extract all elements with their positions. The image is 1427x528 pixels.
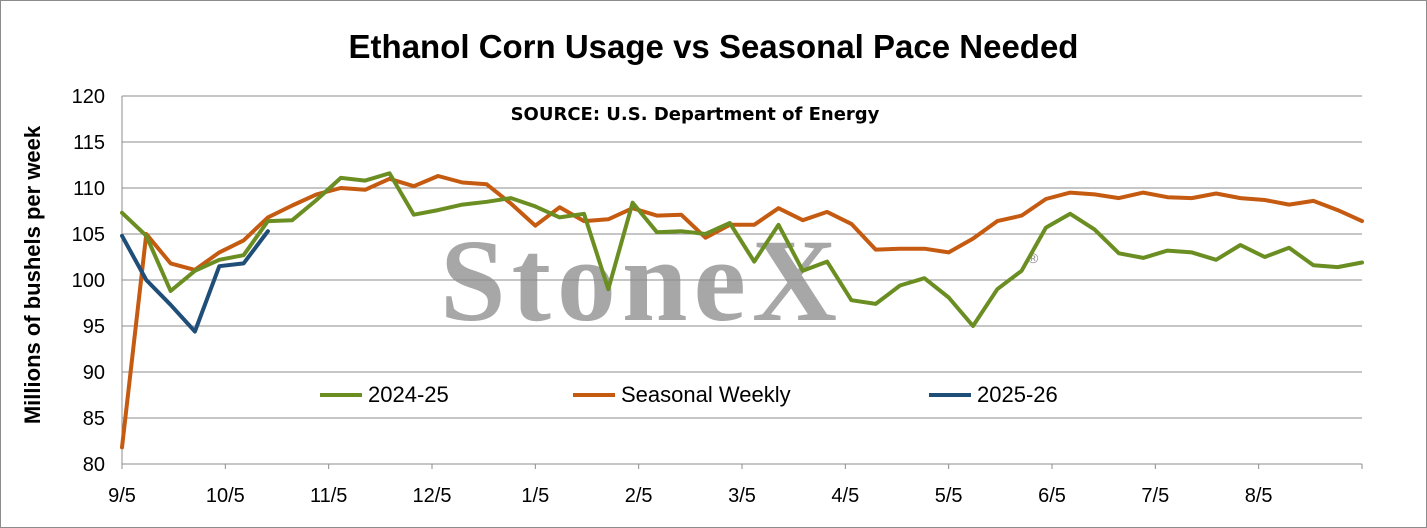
y-tick-label-120: 120 — [72, 86, 105, 108]
y-tick-label-100: 100 — [72, 270, 105, 292]
y-tick-label-95: 95 — [83, 316, 105, 338]
x-tick-label-10/5: 10/5 — [206, 485, 245, 507]
y-tick-label-105: 105 — [72, 224, 105, 246]
x-tick-label-8/5: 8/5 — [1245, 485, 1273, 507]
source-annotation: SOURCE: U.S. Department of Energy — [510, 104, 880, 125]
x-tick-label-2/5: 2/5 — [625, 485, 653, 507]
series-line-2024-25 — [120, 171, 1364, 328]
registered-mark: ® — [1028, 250, 1039, 266]
x-tick-label-6/5: 6/5 — [1038, 485, 1066, 507]
legend-swatch-2024-25 — [320, 393, 362, 397]
legend-swatch-2025-26 — [929, 393, 971, 397]
legend-label-2024-25: 2024-25 — [368, 382, 449, 407]
x-tick-label-7/5: 7/5 — [1141, 485, 1169, 507]
legend-swatch-seasonal-weekly — [573, 393, 615, 397]
x-tick-label-11/5: 11/5 — [310, 485, 347, 507]
y-tick-label-115: 115 — [73, 132, 105, 154]
chart-title: Ethanol Corn Usage vs Seasonal Pace Need… — [348, 28, 1079, 65]
x-tick-label-9/5: 9/5 — [108, 485, 136, 507]
legend-label-2025-26: 2025-26 — [977, 382, 1058, 407]
x-tick-label-12/5: 12/5 — [413, 485, 452, 507]
y-tick-label-85: 85 — [83, 408, 105, 430]
legend-item-2024-25: 2024-25 — [320, 382, 449, 408]
legend-item-seasonal-weekly: Seasonal Weekly — [573, 382, 791, 408]
y-tick-label-80: 80 — [83, 454, 105, 476]
x-tick-label-5/5: 5/5 — [935, 485, 963, 507]
legend-item-2025-26: 2025-26 — [929, 382, 1058, 408]
x-tick-label-4/5: 4/5 — [831, 485, 859, 507]
y-tick-label-90: 90 — [83, 362, 105, 384]
x-tick-label-3/5: 3/5 — [728, 485, 756, 507]
y-tick-label-110: 110 — [73, 178, 105, 200]
legend-label-seasonal-weekly: Seasonal Weekly — [621, 382, 791, 407]
series-line-2025-26 — [120, 229, 270, 334]
x-tick-label-1/5: 1/5 — [521, 485, 549, 507]
